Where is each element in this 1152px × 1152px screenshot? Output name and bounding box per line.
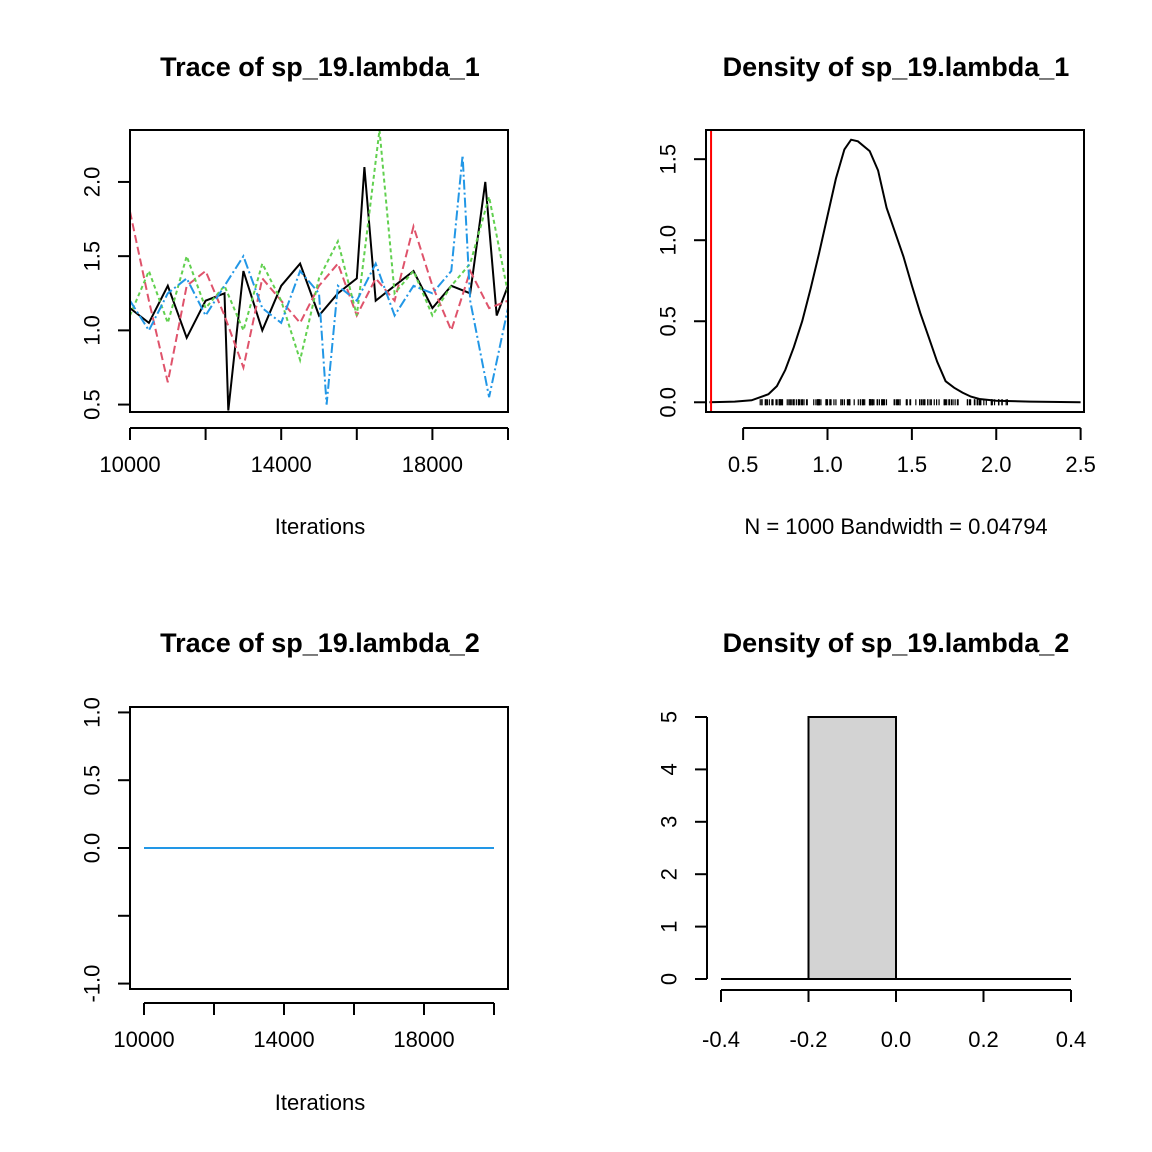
x-tick-label: 10000 <box>99 452 160 477</box>
series-line-2 <box>130 211 508 383</box>
x-axis: 10000 14000 18000 <box>113 1002 495 1052</box>
x-tick-label: 1.5 <box>897 452 928 477</box>
y-tick-label: 0.5 <box>80 389 105 420</box>
plot-area <box>709 130 1081 412</box>
x-tick-label: 2.0 <box>981 452 1012 477</box>
rug-marks <box>759 399 1008 406</box>
y-tick-label: 5 <box>657 711 682 723</box>
y-axis: 0 1 2 3 4 5 <box>657 711 708 985</box>
x-axis: 10000 14000 18000 <box>99 427 509 477</box>
y-tick-label: 3 <box>657 816 682 828</box>
x-tick-label: 0.2 <box>968 1027 999 1052</box>
series-line-1 <box>130 167 508 411</box>
series-line-3 <box>130 130 508 364</box>
chart-title: Trace of sp_19.lambda_1 <box>160 52 480 82</box>
x-tick-label: 0.4 <box>1056 1027 1087 1052</box>
x-tick-label: 0.0 <box>881 1027 912 1052</box>
y-axis: 0.5 1.0 1.5 2.0 <box>80 167 131 420</box>
x-axis: -0.4 -0.2 0.0 0.2 0.4 <box>702 989 1087 1052</box>
y-tick-label: 1.0 <box>80 315 105 346</box>
y-axis: -1.0 0.0 0.5 1.0 <box>80 697 131 1003</box>
y-tick-label: 2.0 <box>80 167 105 198</box>
chart-title: Trace of sp_19.lambda_2 <box>160 628 480 658</box>
y-tick-label: 4 <box>657 763 682 775</box>
x-tick-label: -0.4 <box>702 1027 740 1052</box>
series-line-4 <box>130 155 508 405</box>
x-tick-label: 18000 <box>402 452 463 477</box>
y-tick-label: 1.0 <box>656 225 681 256</box>
panel-density2: Density of sp_19.lambda_2 -0.4 -0.2 0.0 0.2 0… <box>657 628 1087 1052</box>
y-tick-label: 1 <box>657 920 682 932</box>
y-tick-label: 1.5 <box>80 241 105 272</box>
x-tick-label: 14000 <box>253 1027 314 1052</box>
y-tick-label: 0.5 <box>80 765 105 796</box>
chart-title: Density of sp_19.lambda_2 <box>723 628 1070 658</box>
x-tick-label: 14000 <box>251 452 312 477</box>
x-axis-label: N = 1000 Bandwidth = 0.04794 <box>744 514 1047 539</box>
plot-area <box>130 130 508 411</box>
panel-density1: Density of sp_19.lambda_1 N = 1000 Bandwi… <box>656 52 1096 539</box>
y-tick-label: 0.0 <box>656 387 681 418</box>
x-axis-label: Iterations <box>275 1090 366 1115</box>
series-line-1 <box>709 138 1081 404</box>
x-axis: 0.5 1.0 1.5 2.0 2.5 <box>728 427 1096 477</box>
y-tick-label: 1.5 <box>656 144 681 175</box>
y-tick-label: 0.5 <box>656 306 681 337</box>
x-tick-label: -0.2 <box>790 1027 828 1052</box>
x-axis-label: Iterations <box>275 514 366 539</box>
x-tick-label: 0.5 <box>728 452 759 477</box>
x-tick-label: 10000 <box>113 1027 174 1052</box>
y-tick-label: 1.0 <box>80 697 105 728</box>
panel-trace2: Trace of sp_19.lambda_2 Iterations 10000 14… <box>80 628 509 1115</box>
panel-trace1: Trace of sp_19.lambda_1 Iterations 10000 14… <box>80 52 509 539</box>
histogram-bar-1 <box>807 716 897 980</box>
y-tick-label: -1.0 <box>80 965 105 1003</box>
plot-frame <box>705 129 1085 413</box>
x-tick-label: 18000 <box>393 1027 454 1052</box>
y-axis: 0.0 0.5 1.0 1.5 <box>656 144 707 418</box>
chart-title: Density of sp_19.lambda_1 <box>723 52 1070 82</box>
x-tick-label: 1.0 <box>812 452 843 477</box>
y-tick-label: 2 <box>657 868 682 880</box>
y-tick-label: 0.0 <box>80 833 105 864</box>
x-tick-label: 2.5 <box>1065 452 1096 477</box>
y-tick-label: 0 <box>657 973 682 985</box>
